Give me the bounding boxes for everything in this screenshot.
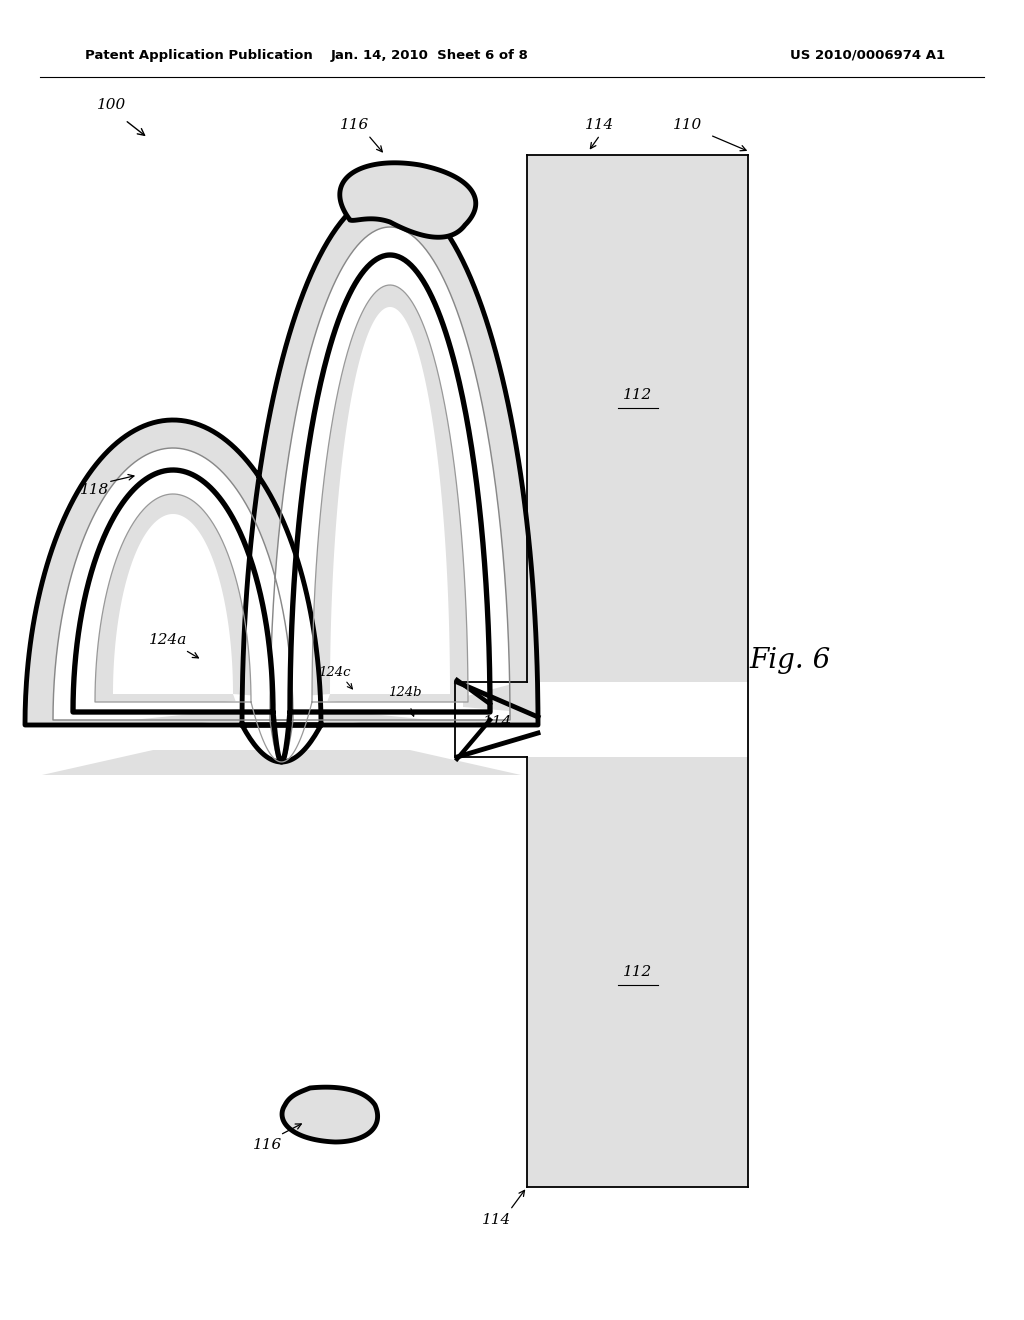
- Text: 124b: 124b: [388, 685, 422, 698]
- Polygon shape: [527, 154, 748, 682]
- Polygon shape: [463, 680, 534, 713]
- Text: 112: 112: [624, 965, 652, 979]
- Text: 124a: 124a: [148, 634, 187, 647]
- Text: 114: 114: [482, 1213, 512, 1228]
- Text: 114: 114: [586, 117, 614, 132]
- Text: Fig. 6: Fig. 6: [750, 647, 830, 673]
- Polygon shape: [25, 191, 538, 775]
- Polygon shape: [73, 255, 490, 762]
- Text: Patent Application Publication: Patent Application Publication: [85, 49, 312, 62]
- Text: US 2010/0006974 A1: US 2010/0006974 A1: [790, 49, 945, 62]
- Polygon shape: [340, 162, 476, 238]
- Text: 100: 100: [97, 98, 127, 112]
- Text: 124c: 124c: [317, 665, 350, 678]
- Text: 118: 118: [80, 483, 110, 498]
- Polygon shape: [95, 285, 468, 762]
- Text: 110: 110: [674, 117, 702, 132]
- Text: 114: 114: [483, 715, 513, 729]
- Text: 112: 112: [624, 388, 652, 403]
- Polygon shape: [53, 227, 510, 762]
- Text: Jan. 14, 2010  Sheet 6 of 8: Jan. 14, 2010 Sheet 6 of 8: [331, 49, 529, 62]
- Polygon shape: [527, 756, 748, 1187]
- Text: 116: 116: [340, 117, 370, 132]
- Text: 116: 116: [253, 1138, 283, 1152]
- Polygon shape: [282, 1088, 378, 1142]
- Polygon shape: [113, 308, 450, 762]
